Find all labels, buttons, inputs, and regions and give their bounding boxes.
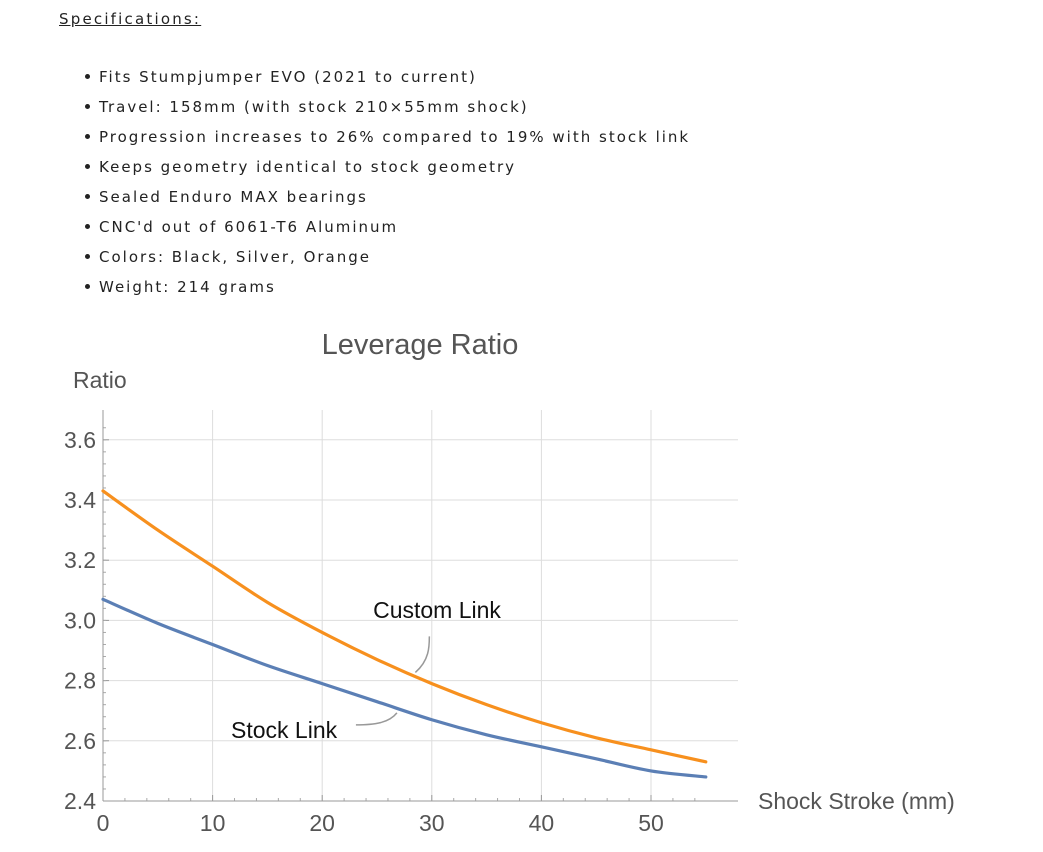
x-axis-label: Shock Stroke (mm)	[758, 788, 955, 814]
custom-link-label: Custom Link	[373, 597, 501, 623]
specifications-list: Fits Stumpjumper EVO (2021 to current) T…	[84, 66, 690, 306]
series-annotations: Custom Link Stock Link	[231, 597, 501, 743]
grid-lines	[103, 410, 738, 801]
axes	[102, 410, 738, 802]
series-lines	[101, 489, 708, 779]
spec-item-weight: Weight: 214 grams	[84, 276, 690, 306]
stock-link-leader	[355, 712, 398, 726]
y-tick-label: 2.4	[64, 788, 96, 814]
x-tick-label: 10	[200, 810, 226, 836]
y-tick-label: 2.8	[64, 668, 96, 694]
custom-link-leader	[414, 636, 431, 673]
spec-item-travel: Travel: 158mm (with stock 210×55mm shock…	[84, 96, 690, 126]
spec-item-colors: Colors: Black, Silver, Orange	[84, 246, 690, 276]
y-axis-label: Ratio	[73, 367, 127, 393]
stock-link-label: Stock Link	[231, 717, 338, 743]
x-tick-label: 30	[419, 810, 445, 836]
specifications-heading: Specifications:	[59, 10, 202, 28]
spec-item-fits: Fits Stumpjumper EVO (2021 to current)	[84, 66, 690, 96]
spec-item-bearings: Sealed Enduro MAX bearings	[84, 186, 690, 216]
tick-labels: 2.4 2.6 2.8 3.0 3.2 3.4 3.6 0 10 20 30 40 50	[64, 427, 664, 836]
y-tick-label: 3.2	[64, 547, 96, 573]
spec-item-material: CNC'd out of 6061-T6 Aluminum	[84, 216, 690, 246]
spec-item-geometry: Keeps geometry identical to stock geomet…	[84, 156, 690, 186]
x-tick-label: 40	[529, 810, 555, 836]
y-tick-label: 3.0	[64, 607, 96, 633]
x-tick-label: 20	[309, 810, 335, 836]
stock-link-line	[101, 597, 708, 779]
chart-title: Leverage Ratio	[322, 329, 519, 361]
y-tick-label: 3.6	[64, 427, 96, 453]
y-tick-label: 3.4	[64, 487, 96, 513]
custom-link-line	[101, 489, 708, 764]
y-tick-label: 2.6	[64, 728, 96, 754]
x-tick-label: 0	[97, 810, 110, 836]
spec-item-progression: Progression increases to 26% compared to…	[84, 126, 690, 156]
x-tick-label: 50	[638, 810, 664, 836]
